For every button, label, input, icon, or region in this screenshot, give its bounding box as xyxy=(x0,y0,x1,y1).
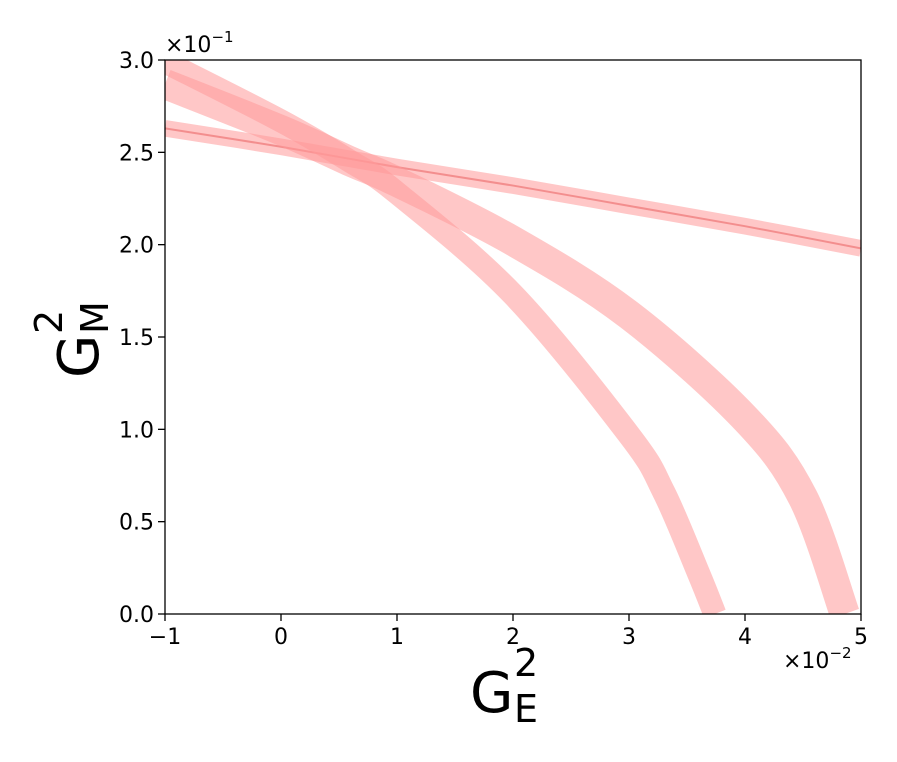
y-tick-label: 0.0 xyxy=(119,603,154,628)
series-band-3 xyxy=(165,69,860,614)
series-bands xyxy=(165,60,861,614)
x-tick-label: 4 xyxy=(738,625,752,650)
y-tick-label: 2.0 xyxy=(119,234,154,259)
x-tick-label: 2 xyxy=(506,625,520,650)
x-multiplier: ×10−2 xyxy=(783,644,852,674)
svg-text:M: M xyxy=(73,301,117,334)
y-tick-label: 2.5 xyxy=(119,141,154,166)
x-tick-label: 5 xyxy=(854,625,868,650)
x-axis-label: G 2 E xyxy=(470,641,538,731)
svg-text:2: 2 xyxy=(27,310,71,334)
y-multiplier: ×10−1 xyxy=(165,28,234,58)
y-tick-label: 1.0 xyxy=(119,418,154,443)
y-axis-label: G 2 M xyxy=(27,301,117,378)
y-tick-label: 1.5 xyxy=(119,326,154,351)
y-tick-label: 3.0 xyxy=(119,49,154,74)
x-tick-label: 1 xyxy=(390,625,404,650)
svg-text:G: G xyxy=(47,335,112,378)
svg-text:G: G xyxy=(470,661,513,726)
series-line-1 xyxy=(165,127,861,250)
x-tick-label: 0 xyxy=(274,625,288,650)
x-tick-label: 3 xyxy=(622,625,636,650)
x-tick-label: −1 xyxy=(149,625,181,650)
y-tick-label: 0.5 xyxy=(119,511,154,536)
y-axis: 0.0 0.5 1.0 1.5 2.0 2.5 3.0 xyxy=(119,49,165,628)
x-axis: −1 0 1 2 3 4 5 xyxy=(149,614,868,650)
svg-text:E: E xyxy=(514,687,538,731)
svg-text:2: 2 xyxy=(514,641,538,685)
